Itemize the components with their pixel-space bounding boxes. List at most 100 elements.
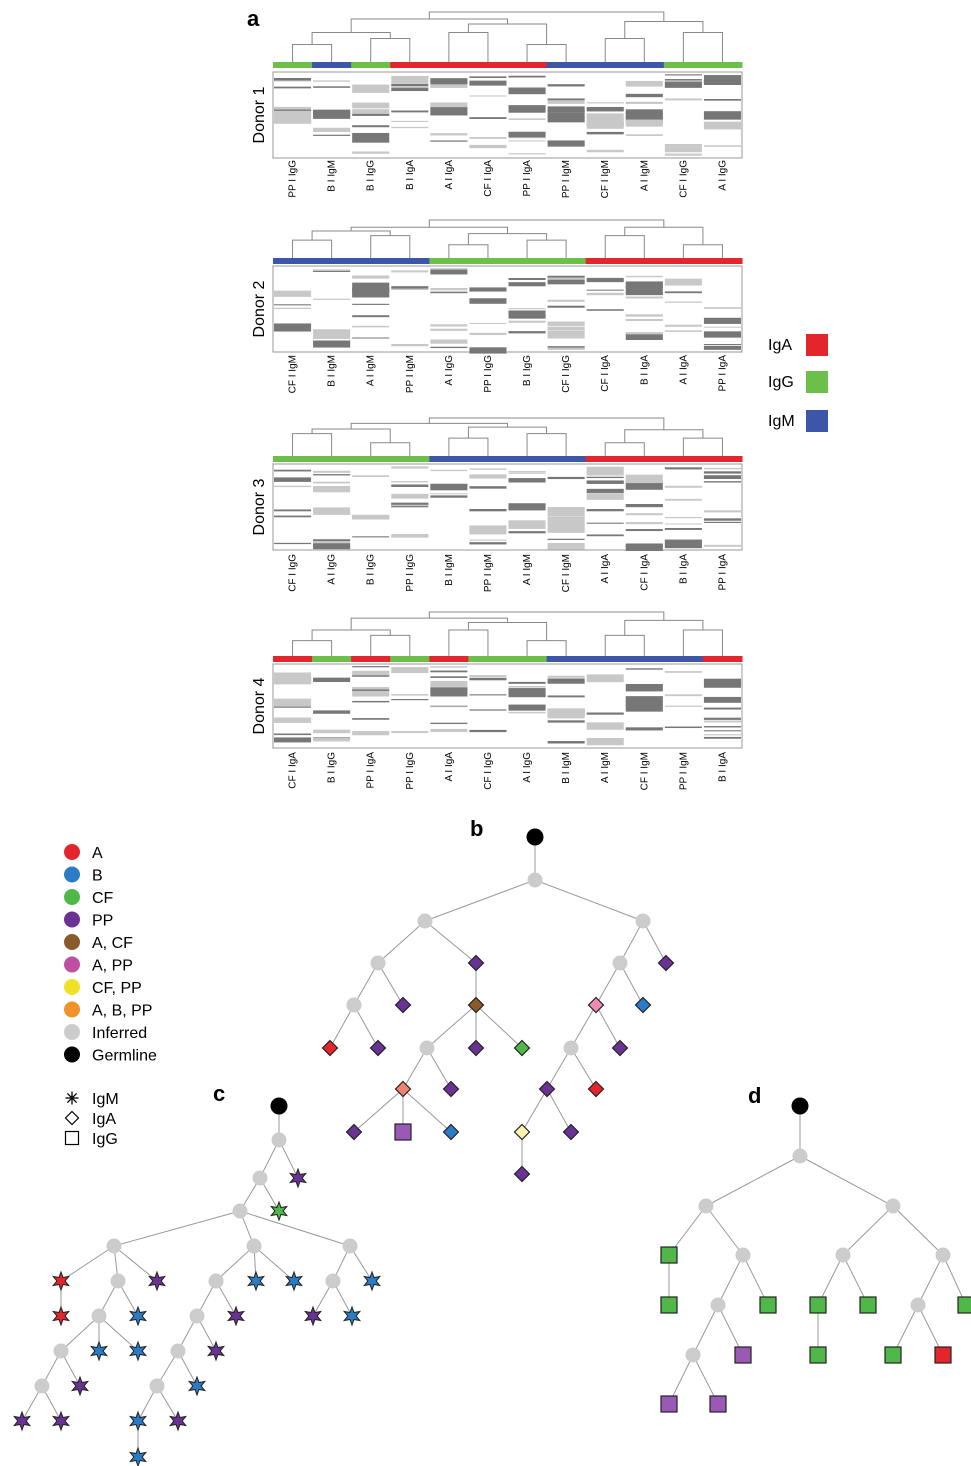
tree-edge [642,920,667,964]
column-label: CF I IgG [561,355,572,393]
heatmap-cell [469,290,507,292]
heatmap-cell [469,508,507,512]
dendrogram-link [448,437,489,456]
heatmap-cell [469,322,507,324]
tree-legend: AB CF PP A, CF A, PP CF, PP A, B, PP Inferred Ge… [64,844,157,1148]
tree-edge [329,1004,355,1049]
heatmap-cell [430,140,468,142]
column-label: B I IgM [327,160,338,192]
star-node [128,1340,148,1362]
heatmap-cell [274,323,312,332]
germline-node [791,1097,809,1115]
heatmap-cell [469,729,507,733]
star-node [246,1270,266,1292]
heatmap-cell [586,493,624,500]
heatmap-cell [664,291,702,294]
isotype-bar-segment [546,456,587,462]
tree-edge [353,1088,404,1133]
heatmap-cell [430,495,468,498]
heatmap-cell [625,729,663,731]
isotype-bar-segment [624,656,665,662]
diamond-node [657,954,675,972]
inferred-node [342,1238,358,1254]
heatmap-cell [547,116,585,123]
legend-swatch [64,911,80,928]
heatmap-cell [664,79,702,81]
isotype-bar-segment [429,62,469,68]
donor-panel: PP I IgG B I IgM B I IgG B I IgA A I IgA CF I… [251,11,743,198]
legend-label: CF, PP [92,980,142,997]
heatmap-cell [703,98,741,101]
heatmap-cell [586,119,624,126]
square-node [394,1123,412,1141]
tree-edge [113,1210,241,1247]
heatmap-cell [625,480,663,490]
heatmap-cell [664,467,702,470]
isotype-bar-segment [585,456,626,462]
heatmap-cell [703,75,741,79]
isotype-legend-label: IgA [768,337,792,354]
column-label: A I IgG [327,554,338,585]
heatmap-cell [274,307,312,310]
diamond-node [562,1123,580,1141]
column-label: B I IgG [366,554,377,585]
heatmap-cell [547,476,585,480]
dendrogram-link [526,640,567,656]
tree-edge [619,962,644,1006]
isotype-legend-swatch [806,334,828,356]
star-node [269,1200,289,1222]
heatmap-cell [352,287,390,298]
dendrogram-link [428,611,665,621]
heatmap-cell [391,699,429,701]
column-label: CF I IgM [561,554,572,592]
column-label: PP I IgG [483,355,494,393]
heatmap-cell [313,710,351,714]
column-label: A I IgM [600,752,611,783]
column-label: B I IgA [639,355,650,385]
heatmap-cell [469,709,507,711]
dendrogram-link [350,226,508,234]
heatmap-cell [391,87,429,92]
heatmap-cell [625,668,663,670]
heatmap-cell [703,510,741,513]
heatmap-cell [430,268,468,270]
heatmap-cells [274,74,741,156]
heatmap-cell [547,145,585,147]
heatmap-cell [430,469,468,472]
inferred-node [612,955,628,971]
inferred-node [149,1378,165,1394]
heatmap-cell [391,694,429,696]
tree-edge [570,1047,597,1090]
isotype-bar-segment [546,258,587,264]
heatmap-cell [586,509,624,512]
asterisk-icon [65,1091,79,1105]
diamond-node [369,1039,387,1057]
legend-swatch [64,956,80,973]
heatmap-cell [703,521,741,523]
column-label: CF I IgA [483,160,494,197]
heatmap-cell [274,698,312,707]
heatmap-cell [313,485,351,493]
heatmap-cell [625,334,663,341]
isotype-bar-segment [585,258,626,264]
heatmap-cell [274,706,312,708]
inferred-node [271,1132,287,1148]
heatmap-cell [469,95,507,97]
heatmap-cell [547,277,585,280]
diamond-node [394,1080,412,1098]
heatmap-cell [625,529,663,532]
tree-edge [113,1245,158,1282]
heatmap-cell [430,687,468,697]
dendrogram-link [467,426,548,439]
donor-label: Donor 2 [251,280,268,337]
star-node [147,1270,167,1292]
heatmap-cell [508,140,546,142]
heatmap-cell [703,345,741,350]
star-node [303,1305,323,1327]
diamond-node [321,1039,339,1057]
diamond-icon [64,1110,80,1126]
heatmap-cell [547,346,585,348]
heatmap-cell [313,329,351,340]
tree-edge [424,920,477,964]
square-node [660,1246,678,1264]
